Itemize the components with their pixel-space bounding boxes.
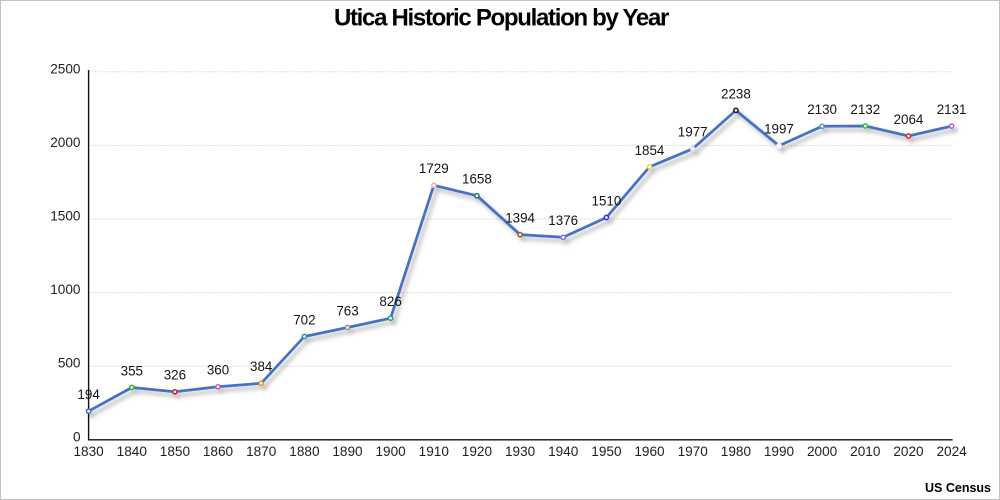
svg-text:1970: 1970: [678, 444, 709, 459]
svg-text:2064: 2064: [894, 112, 924, 127]
svg-text:2000: 2000: [807, 444, 838, 459]
svg-text:702: 702: [293, 312, 315, 327]
svg-text:1977: 1977: [678, 125, 708, 140]
svg-text:326: 326: [164, 368, 186, 383]
svg-text:1658: 1658: [462, 172, 492, 187]
svg-text:1376: 1376: [548, 213, 578, 228]
svg-text:1500: 1500: [50, 209, 81, 224]
svg-text:384: 384: [250, 359, 273, 374]
svg-text:1830: 1830: [73, 444, 104, 459]
svg-text:1950: 1950: [591, 444, 622, 459]
svg-text:1920: 1920: [462, 444, 493, 459]
svg-text:2010: 2010: [850, 444, 881, 459]
svg-text:360: 360: [207, 363, 229, 378]
svg-text:763: 763: [336, 303, 358, 318]
svg-text:1860: 1860: [203, 444, 234, 459]
svg-text:2024: 2024: [936, 444, 967, 459]
svg-text:1910: 1910: [419, 444, 450, 459]
svg-text:1990: 1990: [764, 444, 795, 459]
svg-text:1854: 1854: [635, 143, 665, 158]
svg-text:1000: 1000: [50, 282, 81, 297]
svg-text:US Census: US Census: [925, 481, 991, 495]
svg-text:1880: 1880: [289, 444, 320, 459]
svg-text:1840: 1840: [117, 444, 148, 459]
svg-text:0: 0: [73, 429, 81, 444]
svg-text:1850: 1850: [160, 444, 191, 459]
svg-text:1510: 1510: [592, 193, 622, 208]
svg-text:1729: 1729: [419, 161, 449, 176]
svg-text:2130: 2130: [807, 102, 837, 117]
svg-text:1930: 1930: [505, 444, 536, 459]
svg-text:2000: 2000: [50, 135, 81, 150]
svg-text:1980: 1980: [721, 444, 752, 459]
svg-text:2132: 2132: [850, 102, 880, 117]
svg-text:1997: 1997: [764, 122, 794, 137]
svg-text:1394: 1394: [505, 211, 535, 226]
svg-text:1940: 1940: [548, 444, 579, 459]
svg-text:355: 355: [121, 363, 143, 378]
svg-text:2020: 2020: [893, 444, 924, 459]
svg-text:2500: 2500: [50, 61, 81, 76]
svg-text:2131: 2131: [937, 102, 967, 117]
svg-text:194: 194: [77, 387, 100, 402]
svg-text:1870: 1870: [246, 444, 277, 459]
svg-text:1900: 1900: [375, 444, 406, 459]
svg-text:1890: 1890: [332, 444, 363, 459]
svg-text:2238: 2238: [721, 86, 751, 101]
svg-text:500: 500: [58, 356, 81, 371]
svg-text:1960: 1960: [634, 444, 665, 459]
svg-text:Utica Historic Population by Y: Utica Historic Population by Year: [334, 4, 669, 31]
svg-text:826: 826: [379, 294, 401, 309]
